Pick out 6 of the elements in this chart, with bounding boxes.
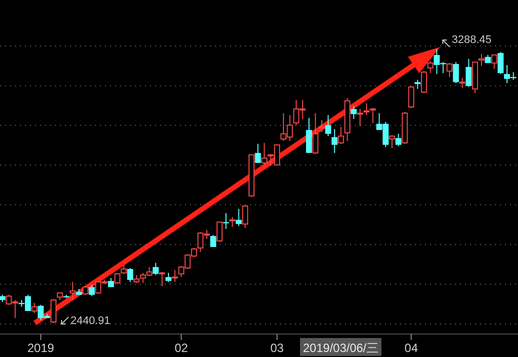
x-tick-label: 02 <box>174 341 188 355</box>
x-tick-label: 2019 <box>27 341 54 355</box>
x-tick-label: 03 <box>270 341 284 355</box>
cursor-label: 2019/03/06/三 <box>300 338 382 356</box>
annotation: 2440.91 <box>70 315 110 327</box>
x-tick-label: 04 <box>404 341 418 355</box>
